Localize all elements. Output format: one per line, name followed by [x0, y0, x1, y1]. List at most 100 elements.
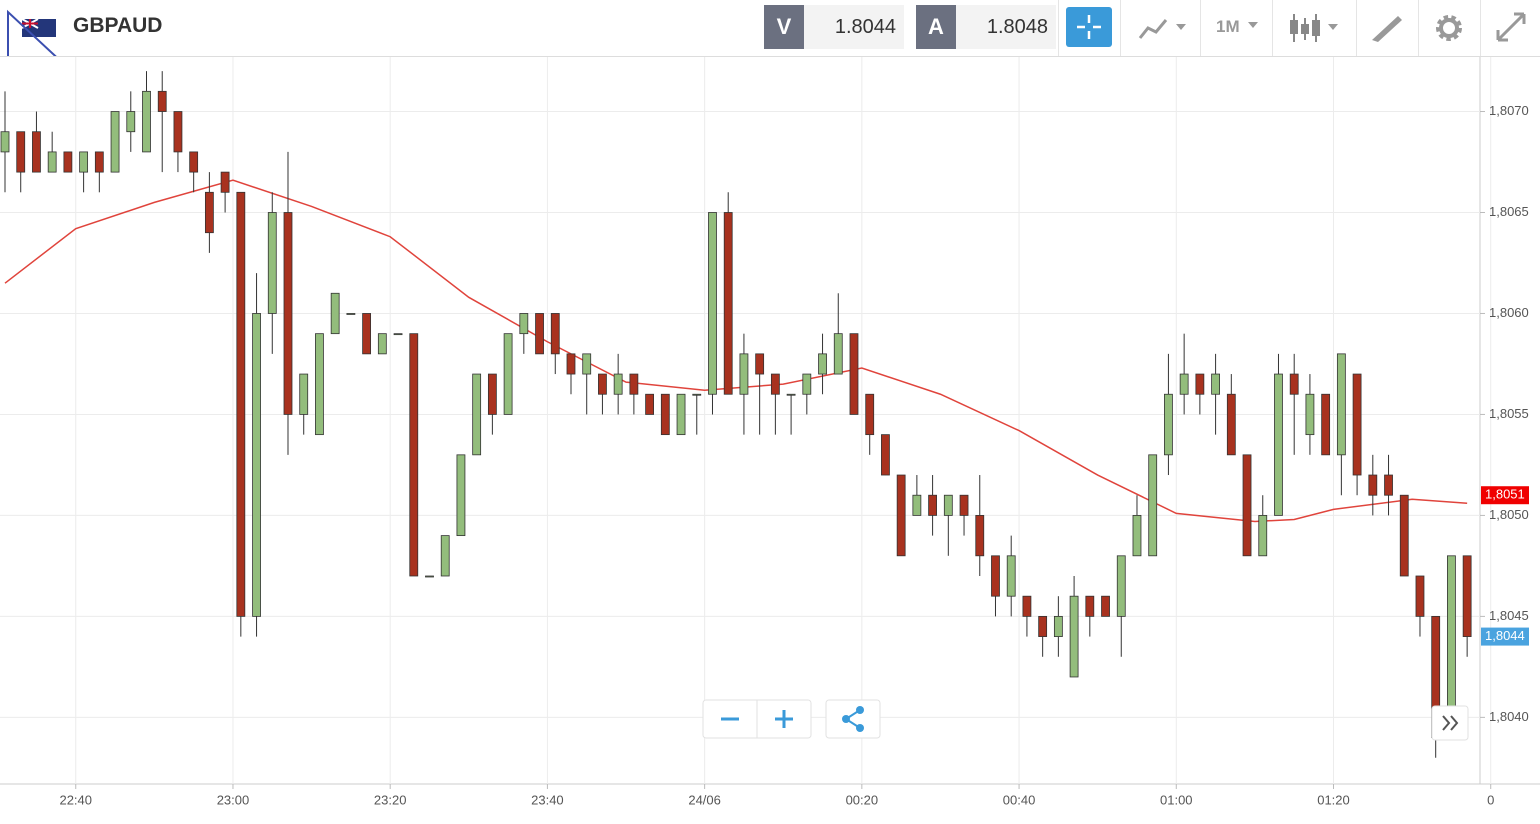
candle-body	[1399, 494, 1409, 577]
candle-body	[645, 393, 654, 415]
share-button[interactable]	[842, 706, 864, 732]
candle-body	[1211, 373, 1220, 395]
candle-body	[204, 191, 214, 234]
candle-body	[1006, 555, 1016, 597]
candle-body	[1336, 353, 1346, 456]
candle-body	[865, 393, 875, 436]
candle-body	[63, 151, 73, 173]
candle-body	[1101, 595, 1110, 617]
y-tick-label: 1,8055	[1489, 406, 1529, 421]
crosshair-button[interactable]	[1066, 7, 1112, 47]
candle-body	[1022, 595, 1032, 617]
x-tick-label: 23:20	[374, 792, 407, 807]
candle-body	[1038, 615, 1048, 637]
candle-body	[1289, 373, 1299, 395]
candle-body	[1148, 454, 1158, 557]
candle-body	[377, 333, 387, 355]
candle-body	[1116, 555, 1126, 617]
x-tick-label: 01:20	[1317, 792, 1350, 807]
y-tick-label: 1,8040	[1489, 709, 1529, 724]
candle-body	[991, 555, 1000, 597]
buy-label[interactable]: A	[916, 5, 956, 49]
plot-area	[0, 57, 1480, 784]
y-tick-label: 1,8065	[1489, 204, 1529, 219]
candle-body	[346, 313, 356, 315]
y-tick-label: 1,8045	[1489, 608, 1529, 623]
candle-body	[16, 131, 26, 173]
x-tick-label: 01:00	[1160, 792, 1193, 807]
candle-body	[1164, 393, 1173, 456]
candle-body	[739, 353, 749, 395]
timeframe-button[interactable]: 1M	[1216, 17, 1240, 36]
candle-body	[362, 313, 372, 355]
x-tick-label: 23:00	[217, 792, 250, 807]
price-label-box	[1481, 627, 1529, 646]
candle-body	[582, 353, 592, 375]
candle-body	[472, 373, 482, 456]
candle-body	[708, 212, 717, 395]
moving-average-line	[4, 179, 1468, 523]
candle-body	[425, 575, 434, 578]
candle-body	[975, 515, 985, 557]
candle-type-button[interactable]	[1288, 8, 1348, 48]
y-tick-label: 1,8060	[1489, 305, 1529, 320]
candle-body	[47, 151, 57, 173]
zoom-buttons	[702, 699, 1469, 741]
candle-body	[613, 373, 623, 395]
candle-body	[220, 171, 230, 193]
candle-body	[110, 111, 120, 173]
candle-body	[598, 373, 607, 395]
zoom-in-button[interactable]	[775, 710, 793, 728]
candle-body	[1462, 555, 1472, 637]
candle-body	[456, 454, 466, 537]
candle-body	[94, 151, 104, 173]
candle-body	[173, 111, 183, 153]
x-tick-label: 0	[1487, 792, 1494, 807]
price-label: 1,8044	[1485, 628, 1525, 643]
candle-body	[1447, 555, 1456, 718]
candle-body	[723, 212, 733, 395]
candle-body	[503, 333, 513, 415]
candle-body	[1415, 575, 1425, 617]
candle-body	[1352, 373, 1362, 476]
candle-body	[849, 333, 859, 415]
candle-body	[566, 353, 576, 375]
x-tick-label: 00:40	[1003, 792, 1036, 807]
x-tick-label: 23:40	[531, 792, 564, 807]
fullscreen-button[interactable]	[1492, 8, 1532, 48]
candle-body	[519, 313, 529, 335]
candle-body	[770, 373, 780, 395]
candle-body	[299, 373, 309, 415]
candle-body	[142, 90, 151, 153]
x-tick-label: 24/06	[688, 792, 721, 807]
candle-body	[786, 393, 796, 396]
candle-body	[189, 151, 199, 173]
candle-body	[1305, 393, 1315, 436]
candle-body	[0, 131, 10, 153]
candle-body	[1242, 454, 1252, 557]
draw-button[interactable]	[1368, 8, 1408, 48]
x-tick-label: 22:40	[59, 792, 92, 807]
candle-body	[330, 292, 340, 335]
candle-body	[928, 494, 937, 516]
candle-body	[487, 373, 497, 415]
sell-label[interactable]: V	[764, 5, 804, 49]
buy-price[interactable]: 1.8048	[956, 5, 1056, 49]
x-tick-label: 00:20	[846, 792, 879, 807]
flag-icon	[7, 9, 57, 56]
settings-button[interactable]	[1430, 8, 1470, 48]
candle-body	[1274, 373, 1283, 516]
candle-body	[315, 333, 324, 436]
candle-body	[755, 353, 765, 375]
candle-body	[1226, 393, 1236, 456]
candle-body	[283, 212, 293, 415]
candle-body	[692, 393, 702, 396]
price-label: 1,8051	[1485, 487, 1525, 502]
scroll-end-button[interactable]	[1442, 715, 1459, 731]
candle-body	[252, 313, 261, 617]
sell-price[interactable]: 1.8044	[804, 5, 904, 49]
candle-body	[393, 333, 403, 336]
chart-type-button[interactable]	[1136, 8, 1196, 48]
y-tick-label: 1,8050	[1489, 507, 1529, 522]
